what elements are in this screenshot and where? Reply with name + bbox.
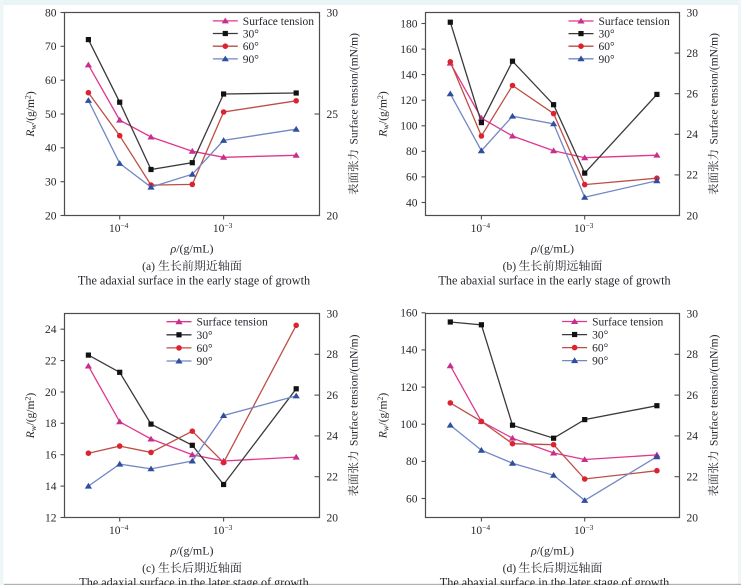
svg-text:30°: 30° bbox=[243, 29, 259, 41]
svg-text:140: 140 bbox=[400, 345, 418, 357]
svg-text:80: 80 bbox=[45, 7, 57, 19]
svg-text:30: 30 bbox=[45, 177, 57, 189]
svg-text:Rw/(g/m2): Rw/(g/m2) bbox=[376, 91, 391, 138]
svg-text:26: 26 bbox=[687, 390, 699, 402]
svg-text:80: 80 bbox=[406, 146, 418, 158]
svg-text:160: 160 bbox=[400, 308, 418, 320]
svg-text:60°: 60° bbox=[197, 343, 214, 355]
svg-text:Surface tension: Surface tension bbox=[197, 317, 268, 329]
svg-text:28: 28 bbox=[687, 349, 699, 361]
svg-text:18: 18 bbox=[45, 418, 57, 430]
svg-text:16: 16 bbox=[45, 450, 57, 462]
svg-text:120: 120 bbox=[400, 382, 418, 394]
svg-text:60: 60 bbox=[406, 172, 418, 184]
svg-text:ρ/(g/mL): ρ/(g/mL) bbox=[530, 241, 574, 255]
svg-text:14: 14 bbox=[45, 481, 57, 493]
svg-text:24: 24 bbox=[687, 129, 699, 141]
svg-text:26: 26 bbox=[327, 390, 339, 402]
svg-text:Surface tension/(mN/m): Surface tension/(mN/m) bbox=[709, 33, 721, 145]
svg-text:30°: 30° bbox=[592, 330, 609, 342]
svg-text:40: 40 bbox=[45, 143, 57, 155]
svg-text:(d): (d) bbox=[503, 562, 517, 575]
svg-text:60°: 60° bbox=[592, 343, 609, 355]
svg-text:ρ/(g/mL): ρ/(g/mL) bbox=[169, 543, 213, 557]
svg-text:The abaxial surface in the lat: The abaxial surface in the later stage o… bbox=[440, 576, 669, 585]
svg-text:20: 20 bbox=[327, 210, 339, 222]
svg-text:30: 30 bbox=[687, 7, 699, 19]
svg-text:40: 40 bbox=[406, 197, 418, 209]
svg-text:26: 26 bbox=[687, 89, 699, 101]
svg-text:22: 22 bbox=[687, 170, 699, 182]
svg-text:90°: 90° bbox=[599, 54, 616, 66]
svg-text:20: 20 bbox=[687, 512, 699, 524]
svg-text:20: 20 bbox=[45, 210, 57, 222]
svg-text:28: 28 bbox=[327, 349, 339, 361]
svg-text:Surface tension: Surface tension bbox=[592, 317, 663, 329]
svg-text:60°: 60° bbox=[599, 41, 616, 53]
svg-text:Surface tension: Surface tension bbox=[599, 16, 670, 28]
svg-text:180: 180 bbox=[400, 18, 418, 30]
svg-text:22: 22 bbox=[327, 472, 339, 484]
svg-text:30: 30 bbox=[327, 308, 339, 320]
svg-text:60: 60 bbox=[45, 75, 57, 87]
svg-text:ρ/(g/mL): ρ/(g/mL) bbox=[169, 241, 213, 255]
svg-text:100: 100 bbox=[400, 419, 418, 431]
svg-text:50: 50 bbox=[45, 109, 57, 121]
svg-text:30°: 30° bbox=[599, 29, 616, 41]
svg-text:ρ/(g/mL): ρ/(g/mL) bbox=[530, 543, 574, 557]
svg-text:30: 30 bbox=[687, 308, 699, 320]
svg-text:The adaxial surface in the ear: The adaxial surface in the early stage o… bbox=[78, 274, 310, 288]
svg-text:160: 160 bbox=[400, 44, 418, 56]
svg-text:20: 20 bbox=[327, 512, 339, 524]
svg-text:The adaxial surface in the lat: The adaxial surface in the later stage o… bbox=[79, 576, 308, 585]
svg-text:Surface tension/(mN/m): Surface tension/(mN/m) bbox=[709, 334, 721, 446]
svg-text:24: 24 bbox=[45, 324, 57, 336]
svg-text:22: 22 bbox=[687, 472, 699, 484]
svg-text:20: 20 bbox=[45, 387, 57, 399]
svg-text:28: 28 bbox=[687, 48, 699, 60]
svg-text:70: 70 bbox=[45, 41, 57, 53]
svg-text:20: 20 bbox=[687, 210, 699, 222]
svg-text:12: 12 bbox=[45, 512, 57, 524]
svg-text:Surface tension/(mN/m): Surface tension/(mN/m) bbox=[349, 334, 361, 446]
svg-text:80: 80 bbox=[406, 456, 418, 468]
svg-text:Rw/(g/m2): Rw/(g/m2) bbox=[24, 393, 39, 440]
svg-text:22: 22 bbox=[45, 355, 57, 367]
svg-text:140: 140 bbox=[400, 69, 418, 81]
svg-text:Surface tension: Surface tension bbox=[243, 16, 314, 28]
svg-text:90°: 90° bbox=[197, 356, 214, 368]
svg-text:(b): (b) bbox=[503, 260, 517, 273]
svg-text:60°: 60° bbox=[243, 41, 259, 53]
svg-text:90°: 90° bbox=[243, 54, 259, 66]
svg-text:Rw/(g/m2): Rw/(g/m2) bbox=[24, 91, 39, 138]
svg-text:100: 100 bbox=[400, 121, 418, 133]
svg-text:30: 30 bbox=[327, 7, 339, 19]
svg-text:(c): (c) bbox=[142, 562, 155, 575]
svg-text:24: 24 bbox=[687, 431, 699, 443]
svg-text:25: 25 bbox=[327, 109, 339, 121]
svg-text:Surface tension/(mN/m): Surface tension/(mN/m) bbox=[349, 33, 361, 145]
svg-text:24: 24 bbox=[327, 431, 339, 443]
svg-text:90°: 90° bbox=[592, 356, 609, 368]
svg-text:30°: 30° bbox=[197, 330, 214, 342]
svg-text:120: 120 bbox=[400, 95, 418, 107]
svg-text:Rw/(g/m2): Rw/(g/m2) bbox=[376, 393, 391, 440]
svg-text:60: 60 bbox=[406, 493, 418, 505]
svg-text:(a): (a) bbox=[142, 260, 155, 273]
svg-text:The abaxial surface in the ear: The abaxial surface in the early stage o… bbox=[438, 274, 670, 288]
